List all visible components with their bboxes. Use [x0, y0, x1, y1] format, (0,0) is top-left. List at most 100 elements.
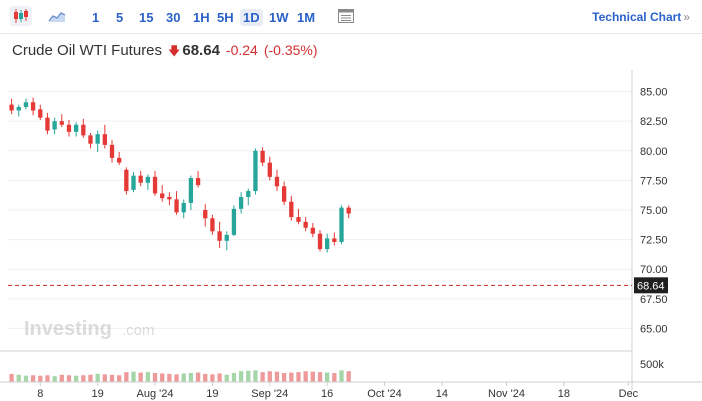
- price-chart[interactable]: 85.00 82.50 80.00 77.50 75.00 72.50 70.00 67.50…: [0, 70, 702, 400]
- candle-body: [109, 144, 115, 158]
- y-tick-label: 75.00: [640, 205, 668, 217]
- candle-body: [332, 238, 337, 242]
- volume-bar: [203, 373, 208, 382]
- y-tick-label: 85.00: [640, 87, 668, 99]
- candle-body: [95, 134, 100, 144]
- x-tick-label: 8: [37, 388, 43, 400]
- candle-body: [45, 117, 50, 131]
- last-price-badge: [634, 277, 668, 294]
- interval-1w[interactable]: 1W: [269, 10, 289, 25]
- volume-bar: [274, 371, 280, 382]
- volume-bar: [59, 374, 64, 382]
- volume-bar: [45, 375, 50, 382]
- interval-1h[interactable]: 1H: [193, 10, 210, 25]
- y-tick-label: 82.50: [640, 116, 668, 128]
- candle-body: [224, 234, 229, 241]
- instrument-name: Crude Oil WTI Futures: [12, 42, 163, 59]
- candle-body: [9, 104, 14, 111]
- last-price: 68.64: [182, 42, 220, 59]
- candle-body: [267, 162, 272, 177]
- y-tick-label: 80.00: [640, 146, 668, 158]
- technical-chart-link[interactable]: Technical Chart»: [592, 10, 690, 24]
- candle-body: [238, 196, 244, 209]
- double-chevron-right-icon: »: [683, 10, 690, 24]
- volume-bar: [253, 370, 258, 382]
- interval-1d[interactable]: 1D: [240, 9, 263, 26]
- volume-bar: [152, 373, 158, 382]
- y-tick-label: 70.00: [640, 264, 668, 276]
- candle-body: [217, 231, 222, 241]
- chart-toolbar: 1 5 15 30 1H 5H 1D 1W 1M Technical Chart…: [0, 0, 702, 34]
- candle-body: [310, 227, 315, 234]
- x-tick-label: Aug '24: [137, 388, 174, 400]
- candlestick-icon[interactable]: [10, 6, 32, 26]
- candle-body: [325, 238, 330, 250]
- interval-1[interactable]: 1: [92, 10, 100, 25]
- candle-body: [38, 109, 43, 118]
- candle-body: [81, 124, 86, 136]
- y-tick-label: 77.50: [640, 175, 668, 187]
- candle-body: [339, 207, 344, 242]
- y-tick-label: 72.50: [640, 235, 668, 247]
- candlesticks: [9, 97, 351, 253]
- interval-30[interactable]: 30: [166, 10, 181, 25]
- candle-body: [66, 124, 72, 132]
- volume-bar: [73, 375, 79, 382]
- volume-bar: [88, 374, 93, 382]
- volume-bar: [188, 373, 194, 382]
- candle-body: [16, 106, 21, 111]
- candle-body: [289, 201, 294, 218]
- x-tick-label: Oct '24: [367, 388, 402, 400]
- volume-bar: [332, 373, 337, 382]
- x-tick-label: 19: [92, 388, 104, 400]
- watermark-brand: Investing: [24, 318, 112, 340]
- table-layout-icon[interactable]: [335, 6, 357, 26]
- x-tick-label: 18: [558, 388, 570, 400]
- x-tick-label: Dec: [619, 388, 639, 400]
- volume-bar: [267, 371, 272, 382]
- volume-bar: [9, 373, 14, 382]
- candle-body: [88, 135, 93, 144]
- candle-body: [117, 157, 122, 163]
- volume-bar: [38, 375, 43, 382]
- volume-bar: [181, 373, 186, 382]
- volume-bars: [9, 370, 351, 382]
- volume-bar: [325, 372, 330, 382]
- interval-1m[interactable]: 1M: [297, 10, 316, 25]
- volume-bar: [339, 370, 344, 382]
- candle-body: [145, 176, 151, 183]
- x-tick-label: 16: [321, 388, 333, 400]
- volume-bar: [195, 372, 201, 382]
- interval-15[interactable]: 15: [139, 10, 154, 25]
- candle-body: [317, 233, 323, 250]
- volume-bar: [346, 371, 351, 382]
- interval-5[interactable]: 5: [116, 10, 124, 25]
- interval-5h[interactable]: 5H: [217, 10, 234, 25]
- candle-body: [253, 150, 258, 192]
- volume-bar: [81, 375, 86, 382]
- volume-bar: [124, 372, 129, 382]
- volume-bar: [210, 374, 215, 382]
- volume-bar: [117, 375, 122, 382]
- candle-body: [346, 207, 351, 214]
- volume-bar: [296, 372, 301, 382]
- watermark-suffix: .com: [122, 322, 155, 339]
- volume-bar: [95, 373, 100, 382]
- volume-bar: [303, 371, 308, 382]
- candle-body: [174, 199, 179, 213]
- last-price-label: 68.64: [637, 280, 665, 292]
- volume-bar: [16, 374, 21, 382]
- candle-body: [246, 191, 251, 197]
- candle-body: [59, 121, 64, 125]
- volume-bar: [30, 375, 36, 382]
- down-arrow-icon: 🡇: [168, 44, 181, 58]
- price-change-percent: (-0.35%): [263, 42, 318, 58]
- candle-body: [160, 193, 165, 199]
- area-chart-icon[interactable]: [46, 6, 68, 26]
- candle-body: [167, 196, 172, 200]
- candle-body: [231, 208, 237, 235]
- candle-body: [181, 202, 186, 213]
- candle-body: [210, 218, 215, 232]
- y-tick-label: 67.50: [640, 294, 668, 306]
- x-tick-label: Nov '24: [488, 388, 525, 400]
